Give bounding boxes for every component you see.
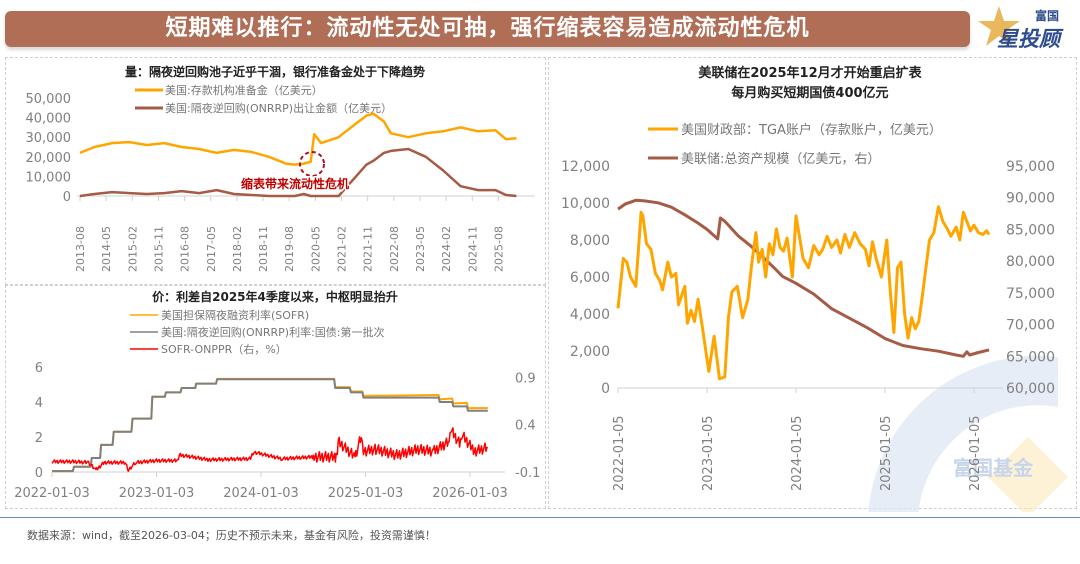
x-tick-label: 2014-05 <box>100 226 113 272</box>
x-tick-label: 2015-02 <box>126 226 139 272</box>
legend-fed-label: 美联储:总资产规模（亿美元，右） <box>681 152 880 167</box>
series-line-spread <box>51 427 488 472</box>
legend-label-onrrp: 美国:隔夜逆回购(ONRRP)出让金额（亿美元） <box>165 101 392 115</box>
logo-star-icon: 富国 星投顾 <box>978 6 1064 51</box>
y-tick-label: 0 <box>63 190 71 205</box>
chart-fed-balance: 美联储在2025年12月才开始重启扩表每月购买短期国债400亿元美国财政部：TG… <box>561 65 1055 491</box>
y-tick-label: 10,000 <box>26 170 72 185</box>
x-tick-label: 2021-02 <box>336 226 349 272</box>
x-tick-label: 2022-01-05 <box>612 415 627 491</box>
legend-tga-label: 美国财政部：TGA账户（存款账户，亿美元） <box>681 122 942 138</box>
y-tick-label: 50,000 <box>26 92 72 107</box>
x-tick-label: 2018-11 <box>257 226 270 272</box>
series-line-fed-assets <box>617 198 990 358</box>
footer-note: 数据来源：wind，截至2026-03-04；历史不预示未来，基金有风险，投资需… <box>27 529 436 542</box>
chart-title: 量：隔夜逆回购池子近乎干涸，银行准备金处于下降趋势 <box>125 64 425 79</box>
y-right-tick-label: 95,000 <box>1006 159 1055 175</box>
y-left-tick-label: 6 <box>35 361 43 376</box>
y-tick-label: 40,000 <box>26 112 72 127</box>
series-line-sofr <box>52 377 488 473</box>
y-right-tick-label: 80,000 <box>1006 254 1055 270</box>
series-line-reserves <box>79 112 517 166</box>
x-tick-label: 2023-05 <box>414 226 427 272</box>
page-title: 短期难以推行：流动性无处可抽，强行缩表容易造成流动性危机 <box>165 16 810 41</box>
y-tick-label: 20,000 <box>26 151 72 166</box>
x-tick-label: 2025-01-03 <box>328 486 404 501</box>
x-tick-label: 2022-08 <box>388 226 401 272</box>
x-tick-label: 2026-01-03 <box>432 486 508 501</box>
x-tick-label: 2016-08 <box>179 226 192 272</box>
panel-price <box>5 285 546 509</box>
x-tick-label: 2023-01-05 <box>701 415 716 491</box>
y-left-tick-label: 0 <box>35 466 43 481</box>
watermark: 富国基金 <box>868 355 1068 512</box>
x-tick-label: 2020-05 <box>309 226 322 272</box>
title-banner: 短期难以推行：流动性无处可抽，强行缩表容易造成流动性危机 <box>5 11 970 47</box>
chart-title-line2: 每月购买短期国债400亿元 <box>731 85 888 101</box>
brand-logo: 富国 星投顾 <box>975 4 1075 52</box>
y-left-tick-label: 10,000 <box>561 196 610 212</box>
watermark-text: 富国基金 <box>953 456 1034 480</box>
logo-large-text: 星投顾 <box>997 27 1064 51</box>
x-tick-label: 2024-02 <box>440 226 453 272</box>
y-left-tick-label: 4,000 <box>570 307 610 323</box>
series-line-onrrp <box>79 147 517 198</box>
y-right-tick-label: -0.1 <box>515 466 540 481</box>
logo-small-text: 富国 <box>1035 8 1059 23</box>
panel-volume <box>5 57 546 285</box>
series-line-tga <box>616 205 991 381</box>
y-left-tick-label: 0 <box>601 381 610 397</box>
x-tick-label: 2023-01-03 <box>119 486 195 501</box>
legend-onrrp-rate-label: 美国:隔夜逆回购(ONRRP)利率:国债:第一批次 <box>161 325 385 339</box>
y-right-tick-label: 65,000 <box>1006 349 1055 365</box>
y-right-tick-label: 70,000 <box>1006 318 1055 334</box>
legend-label-reserves: 美国:存款机构准备金（亿美元） <box>165 83 323 97</box>
y-right-tick-label: 75,000 <box>1006 286 1055 302</box>
x-tick-label: 2024-11 <box>466 226 479 272</box>
chart-title-line1: 美联储在2025年12月才开始重启扩表 <box>698 65 922 81</box>
x-tick-label: 2013-08 <box>74 226 87 272</box>
chart-volume: 量：隔夜逆回购池子近乎干涸，银行准备金处于下降趋势美国:存款机构准备金（亿美元）… <box>26 64 535 272</box>
x-tick-label: 2024-01-03 <box>223 486 299 501</box>
x-tick-label: 2021-11 <box>362 226 375 272</box>
y-right-tick-label: 85,000 <box>1006 222 1055 238</box>
y-right-tick-label: 0.9 <box>515 371 536 386</box>
y-left-tick-label: 6,000 <box>570 270 610 286</box>
x-tick-label: 2015-11 <box>152 226 165 272</box>
x-tick-label: 2018-02 <box>231 226 244 272</box>
chart-title: 价：利差自2025年4季度以来，中枢明显抬升 <box>152 289 398 304</box>
y-tick-label: 30,000 <box>26 131 72 146</box>
legend-spread-label: SOFR-ONPPR（右，%） <box>161 342 287 356</box>
x-tick-label: 2022-01-03 <box>14 486 90 501</box>
y-left-tick-label: 2,000 <box>570 344 610 360</box>
x-tick-label: 2017-05 <box>205 226 218 272</box>
annotation-circle <box>299 151 325 177</box>
x-tick-label: 2025-01-05 <box>879 415 894 491</box>
y-left-tick-label: 12,000 <box>561 159 610 175</box>
y-left-tick-label: 8,000 <box>570 233 610 249</box>
y-right-tick-label: 90,000 <box>1006 191 1055 207</box>
x-tick-label: 2019-08 <box>283 226 296 272</box>
y-left-tick-label: 2 <box>35 431 43 446</box>
x-tick-label: 2026-01-05 <box>968 415 983 491</box>
y-left-tick-label: 4 <box>35 396 43 411</box>
y-right-tick-label: 0.4 <box>515 419 536 434</box>
x-tick-label: 2024-01-05 <box>790 415 805 491</box>
panel-fed <box>548 57 1077 509</box>
annotation-text: 缩表带来流动性危机 <box>241 176 349 191</box>
legend-sofr-label: 美国担保隔夜融资利率(SOFR) <box>161 308 309 322</box>
y-right-tick-label: 60,000 <box>1006 381 1055 397</box>
series-line-onrrp-rate <box>52 378 488 473</box>
footer-divider <box>0 517 1080 518</box>
x-tick-label: 2025-08 <box>492 226 505 272</box>
